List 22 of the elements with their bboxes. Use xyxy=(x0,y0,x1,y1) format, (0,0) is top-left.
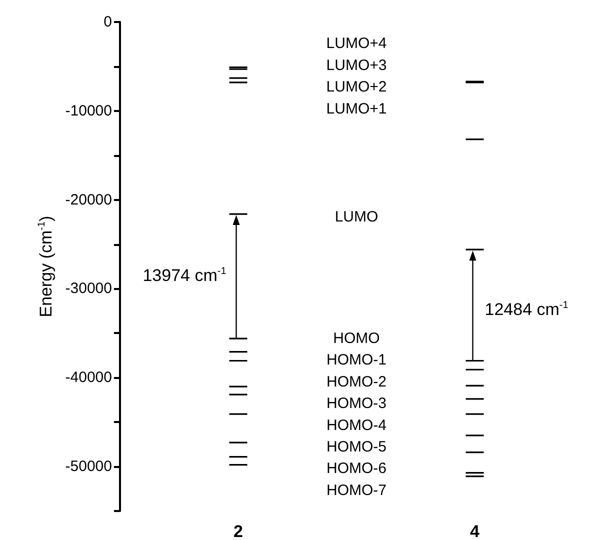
annotation: HOMO-5 xyxy=(326,438,386,456)
y-tick-label: -40000 xyxy=(65,369,112,386)
y-tick-label: -20000 xyxy=(65,191,112,208)
y-axis-title: Energy (cm-1) xyxy=(36,216,56,318)
annotation: LUMO xyxy=(334,208,378,226)
annotation: LUMO+4 xyxy=(326,35,387,52)
annotation: HOMO xyxy=(333,330,380,348)
x-tick-label: 4 xyxy=(470,522,480,540)
annotation: HOMO-6 xyxy=(326,460,386,478)
y-tick-label: 0 xyxy=(104,14,112,30)
annotation: HOMO-4 xyxy=(326,416,386,434)
y-tick-label: -50000 xyxy=(65,458,112,476)
annotation: LUMO+1 xyxy=(326,100,387,118)
annotation: HOMO-1 xyxy=(326,352,386,369)
annotation: HOMO-2 xyxy=(326,373,386,390)
annotation: HOMO-3 xyxy=(326,395,386,412)
x-tick-label: 2 xyxy=(234,522,243,540)
y-tick-label: -10000 xyxy=(65,102,112,120)
annotation: LUMO+3 xyxy=(326,56,387,74)
y-tick-label: -30000 xyxy=(65,280,112,298)
annotation: HOMO-7 xyxy=(326,482,386,499)
annotation: LUMO+2 xyxy=(326,78,387,96)
